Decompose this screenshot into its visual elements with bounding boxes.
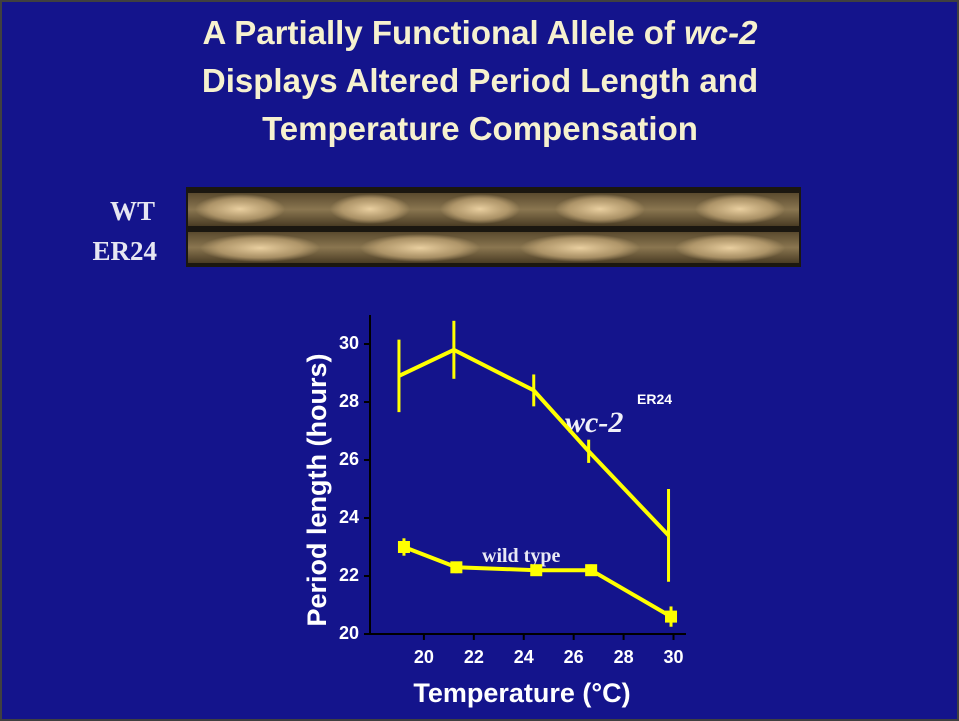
point — [585, 564, 597, 576]
y-tick-label: 26 — [339, 449, 359, 469]
strain-label: ER24 — [92, 236, 157, 266]
y-tick-label: 24 — [339, 507, 359, 527]
x-tick-label: 26 — [564, 647, 584, 667]
slide: A Partially Functional Allele of wc-2 Di… — [0, 0, 959, 721]
title-line: A Partially Functional Allele of wc-2 — [202, 14, 758, 51]
page: {"title_lead": "A Partially Functional A… — [0, 0, 959, 721]
point — [450, 561, 462, 573]
y-tick-label: 20 — [339, 623, 359, 643]
x-tick-label: 24 — [514, 647, 534, 667]
title-lead: A Partially Functional Allele of — [202, 14, 675, 51]
series-label-sup: ER24 — [637, 391, 672, 407]
point — [530, 564, 542, 576]
y-tick-label: 28 — [339, 391, 359, 411]
x-tick-label: 30 — [664, 647, 684, 667]
y-tick-label: 30 — [339, 333, 359, 353]
point — [665, 611, 677, 623]
background — [1, 1, 958, 720]
title-line: Temperature Compensation — [262, 110, 698, 147]
title-italic: wc-2 — [684, 14, 758, 51]
race-tube-photo — [186, 187, 801, 267]
y-axis-label: Period length (hours) — [302, 354, 332, 627]
x-tick-label: 22 — [464, 647, 484, 667]
point — [398, 541, 410, 553]
series-label: wild type — [482, 545, 560, 567]
strain-label: WT — [110, 196, 155, 226]
y-tick-label: 22 — [339, 565, 359, 585]
title-line: Displays Altered Period Length and — [202, 62, 758, 99]
x-axis-label: Temperature (°C) — [413, 678, 630, 708]
x-tick-label: 28 — [614, 647, 634, 667]
x-tick-label: 20 — [414, 647, 434, 667]
